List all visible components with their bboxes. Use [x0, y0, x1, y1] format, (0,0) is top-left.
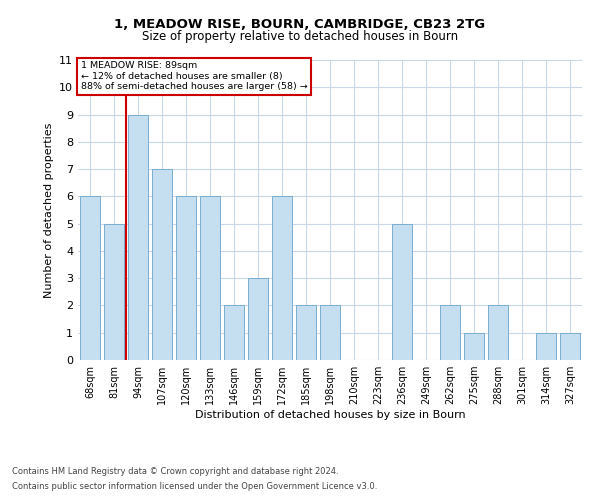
Bar [224, 306, 244, 360]
Bar [392, 224, 412, 360]
Bar [80, 196, 100, 360]
Bar [440, 306, 460, 360]
Text: 1 MEADOW RISE: 89sqm
← 12% of detached houses are smaller (8)
88% of semi-detach: 1 MEADOW RISE: 89sqm ← 12% of detached h… [80, 62, 307, 92]
Bar [320, 306, 340, 360]
Bar [272, 196, 292, 360]
Text: 1, MEADOW RISE, BOURN, CAMBRIDGE, CB23 2TG: 1, MEADOW RISE, BOURN, CAMBRIDGE, CB23 2… [115, 18, 485, 30]
Bar [488, 306, 508, 360]
Text: Contains public sector information licensed under the Open Government Licence v3: Contains public sector information licen… [12, 482, 377, 491]
Bar [176, 196, 196, 360]
Bar [128, 114, 148, 360]
Y-axis label: Number of detached properties: Number of detached properties [44, 122, 53, 298]
Bar [464, 332, 484, 360]
Bar [536, 332, 556, 360]
Bar [248, 278, 268, 360]
Bar [104, 224, 124, 360]
X-axis label: Distribution of detached houses by size in Bourn: Distribution of detached houses by size … [194, 410, 466, 420]
Bar [296, 306, 316, 360]
Bar [200, 196, 220, 360]
Text: Size of property relative to detached houses in Bourn: Size of property relative to detached ho… [142, 30, 458, 43]
Bar [152, 169, 172, 360]
Bar [560, 332, 580, 360]
Text: Contains HM Land Registry data © Crown copyright and database right 2024.: Contains HM Land Registry data © Crown c… [12, 467, 338, 476]
